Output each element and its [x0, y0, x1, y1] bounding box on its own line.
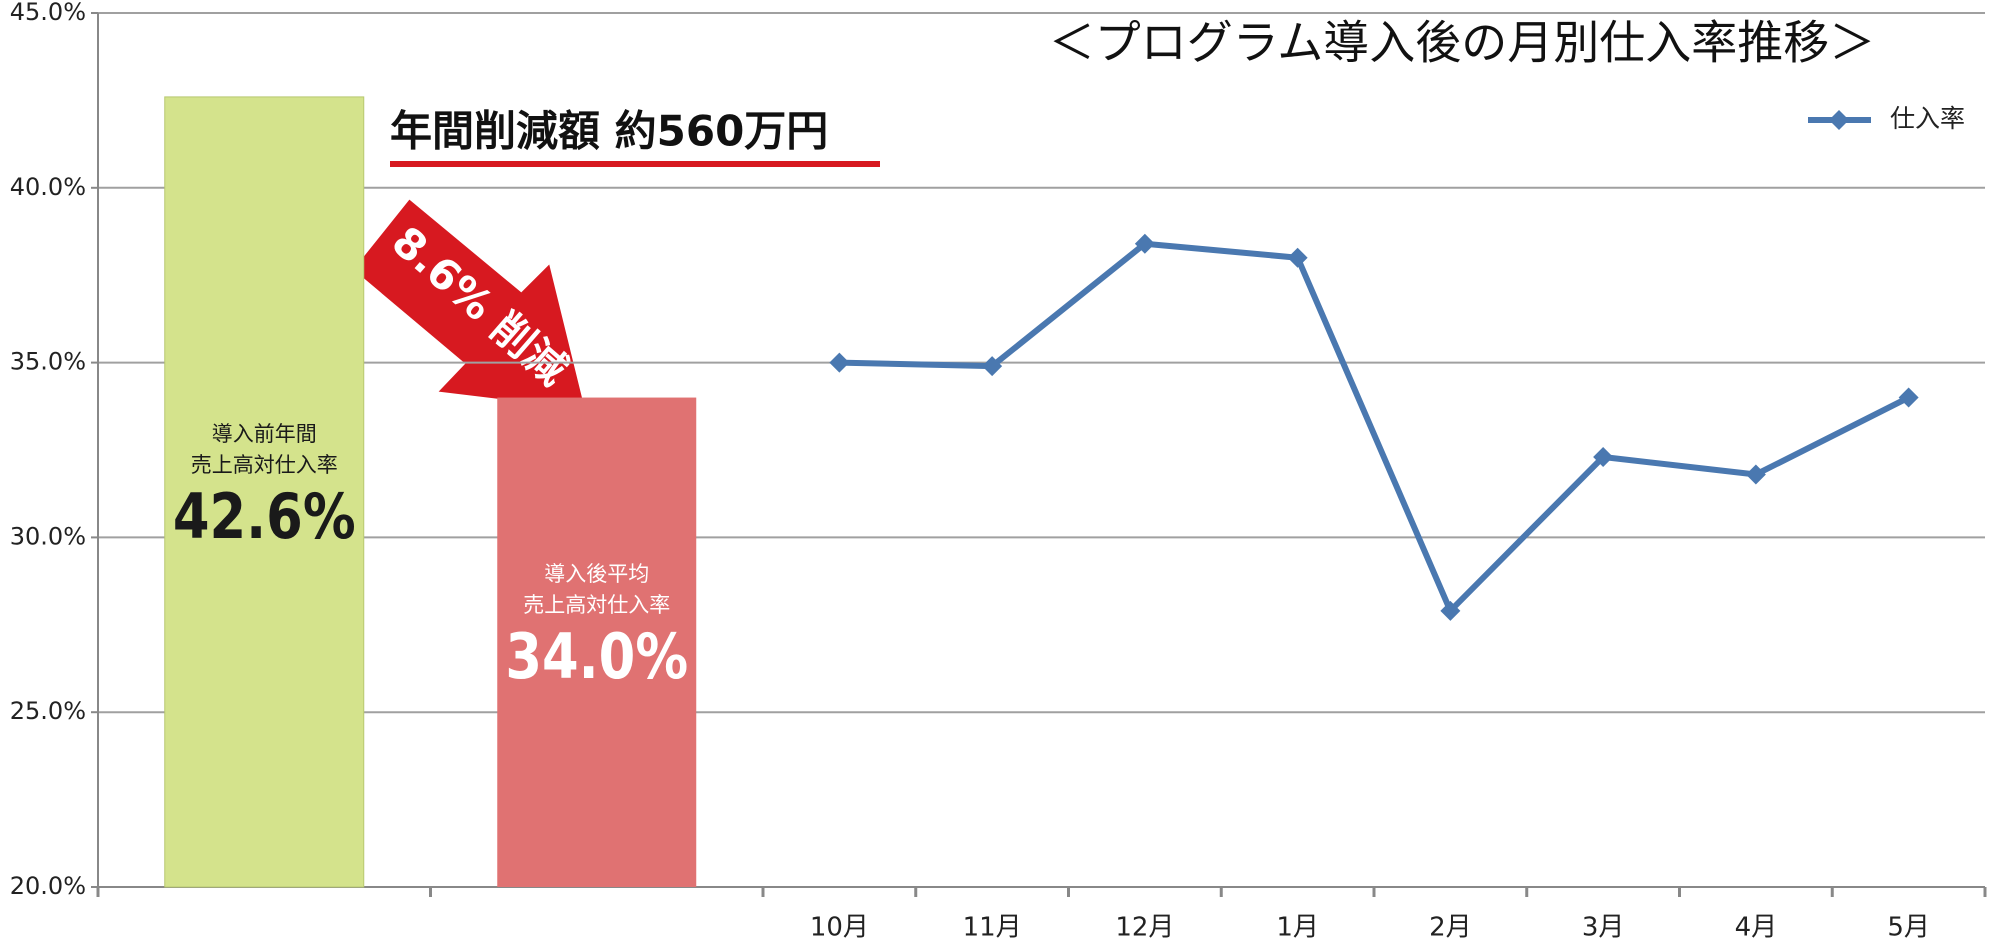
legend-marker — [1829, 110, 1849, 130]
x-tick-label: 5月 — [1887, 913, 1930, 943]
marker — [829, 352, 850, 373]
marker — [1898, 387, 1919, 408]
marker — [1745, 464, 1766, 485]
bar-value-label: 42.6% — [173, 481, 356, 553]
marker — [1440, 600, 1461, 621]
x-tick-label: 2月 — [1429, 913, 1472, 943]
legend-label: 仕入率 — [1890, 104, 1965, 133]
bar — [164, 96, 365, 888]
y-tick-label: 40.0% — [10, 173, 86, 201]
marker — [1593, 446, 1614, 467]
reduction-arrow — [353, 199, 585, 410]
y-tick-label: 35.0% — [10, 348, 86, 376]
arrow-shape — [353, 199, 585, 410]
x-tick-label: 3月 — [1582, 913, 1625, 943]
marker — [1134, 233, 1155, 254]
bar-value-label: 34.0% — [505, 621, 688, 693]
x-tick-label: 1月 — [1276, 913, 1319, 943]
line — [839, 240, 1910, 614]
y-tick-label: 45.0% — [10, 0, 86, 26]
marker — [1287, 247, 1308, 268]
x-tick-label: 11月 — [963, 913, 1022, 943]
bar-caption: 売上高対仕入率 — [523, 593, 670, 617]
bar-caption: 導入後平均 — [544, 562, 649, 586]
y-tick-label: 20.0% — [10, 872, 86, 900]
marker — [982, 356, 1003, 377]
annotation: 年間削減額 約560万円 — [390, 107, 828, 156]
bar-caption: 導入前年間 — [212, 422, 317, 446]
x-tick-label: 10月 — [810, 913, 869, 943]
chart-title: ＜プログラム導入後の月別仕入率推移＞ — [1049, 16, 1876, 70]
y-tick-label: 25.0% — [10, 697, 86, 725]
x-tick-label: 4月 — [1735, 913, 1778, 943]
x-tick-label: 12月 — [1115, 913, 1174, 943]
bar-caption: 売上高対仕入率 — [191, 453, 338, 477]
y-tick-label: 30.0% — [10, 522, 86, 550]
bar — [497, 397, 697, 887]
